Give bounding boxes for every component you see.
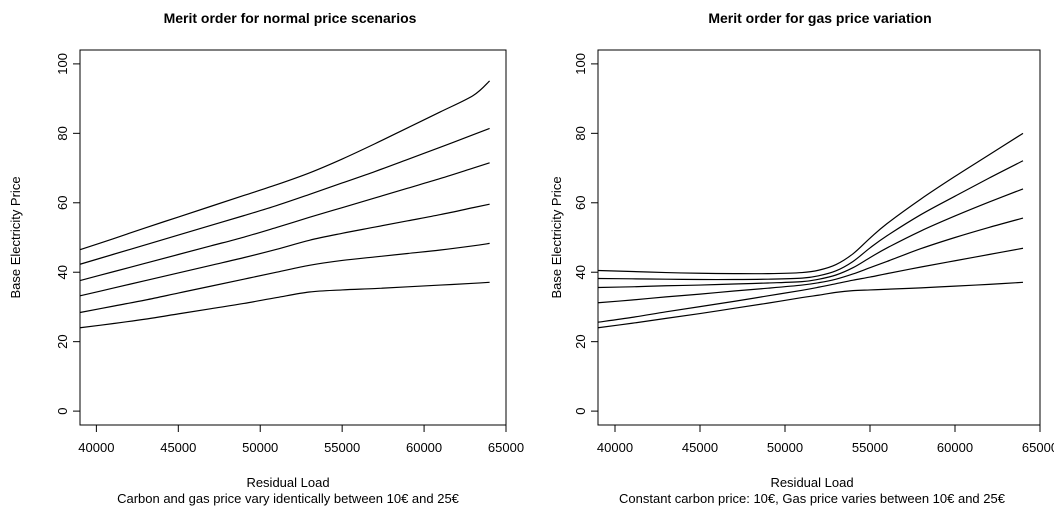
x-tick-label: 65000 (488, 440, 524, 455)
plot-frame (79, 49, 507, 426)
x-axis-sublabel: Carbon and gas price vary identically be… (117, 491, 460, 506)
series-line-6 (597, 132, 1024, 275)
y-tick-label: 80 (55, 126, 70, 140)
x-tick-label: 55000 (852, 440, 888, 455)
x-tick-label: 45000 (160, 440, 196, 455)
series-line-5 (79, 127, 490, 265)
series-line-2 (79, 242, 490, 314)
series-line-1 (597, 281, 1024, 329)
series-line-5 (597, 160, 1024, 281)
y-axis-label: Base Electricity Price (8, 176, 23, 298)
x-tick-label: 60000 (937, 440, 973, 455)
x-axis-label: Residual Load (770, 475, 853, 490)
plot-frame (597, 49, 1041, 426)
y-tick-label: 80 (573, 126, 588, 140)
y-tick-label: 20 (55, 334, 70, 348)
series-line-4 (597, 188, 1024, 289)
x-axis-sublabel: Constant carbon price: 10€, Gas price va… (619, 491, 1006, 506)
y-tick-label: 40 (55, 265, 70, 279)
y-tick-label: 100 (55, 53, 70, 75)
y-tick-label: 0 (55, 407, 70, 414)
y-tick-label: 100 (573, 53, 588, 75)
series-line-6 (79, 80, 491, 251)
x-tick-label: 65000 (1022, 440, 1054, 455)
y-tick-label: 0 (573, 407, 588, 414)
chart-title: Merit order for normal price scenarios (164, 10, 417, 26)
chart-panel-gas-price-variation: Merit order for gas price variation 40000… (549, 10, 1054, 506)
x-tick-label: 40000 (597, 440, 633, 455)
chart-panel-normal-price: Merit order for normal price scenarios 40… (8, 10, 524, 506)
y-tick-label: 40 (573, 265, 588, 279)
x-tick-label: 50000 (767, 440, 803, 455)
y-tick-label: 20 (573, 334, 588, 348)
x-tick-label: 45000 (682, 440, 718, 455)
series-line-4 (79, 162, 490, 282)
series-line-3 (79, 203, 490, 297)
y-tick-label: 60 (573, 196, 588, 210)
series-line-1 (79, 281, 490, 329)
x-tick-label: 40000 (78, 440, 114, 455)
series-line-3 (597, 217, 1024, 304)
x-axis-label: Residual Load (246, 475, 329, 490)
chart-title: Merit order for gas price variation (708, 10, 931, 26)
x-tick-label: 60000 (406, 440, 442, 455)
x-tick-label: 55000 (324, 440, 360, 455)
x-tick-label: 50000 (242, 440, 278, 455)
y-axis-label: Base Electricity Price (549, 176, 564, 298)
series-line-2 (597, 247, 1024, 323)
y-tick-label: 60 (55, 196, 70, 210)
